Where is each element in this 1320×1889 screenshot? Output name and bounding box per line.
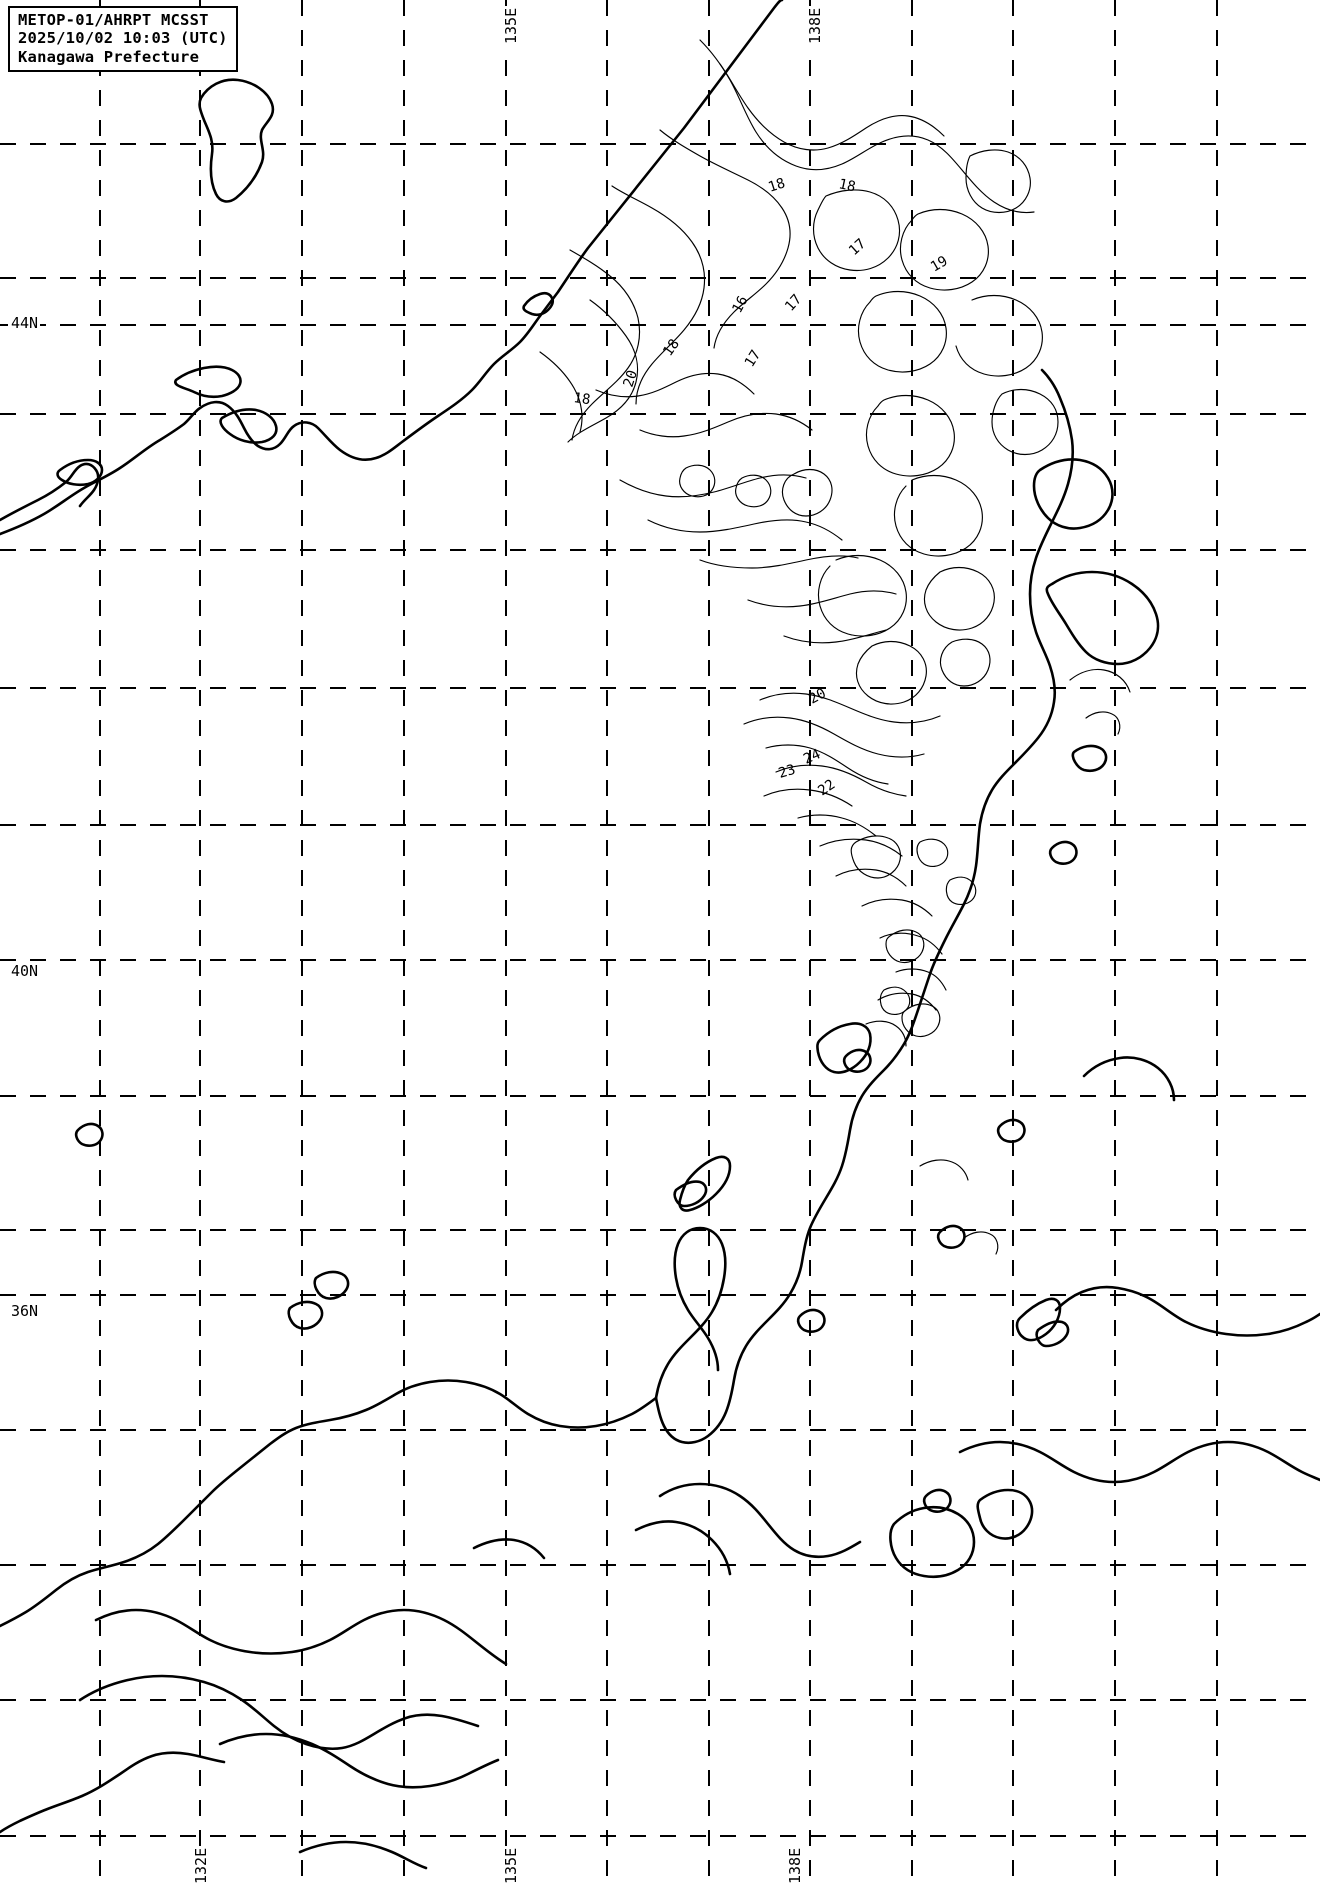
svg-text:23: 23	[777, 762, 798, 782]
title-line-product: METOP-01/AHRPT MCSST	[18, 11, 209, 29]
svg-text:22: 22	[815, 777, 838, 800]
lon-tick-135e-bottom: 135E	[502, 1845, 520, 1886]
svg-text:20: 20	[806, 685, 828, 707]
svg-text:20: 20	[621, 368, 641, 389]
lon-tick-138e-bottom: 138E	[786, 1845, 804, 1886]
lon-tick-138e-top: 138E	[806, 5, 824, 46]
lon-tick-135e-top: 135E	[502, 5, 520, 46]
title-box: METOP-01/AHRPT MCSST 2025/10/02 10:03 (U…	[8, 6, 238, 72]
title-line-timestamp: 2025/10/02 10:03 (UTC)	[18, 29, 228, 48]
contour-labels: 18 18 19 18 20 18 17 16 17 17 20 24 23 2…	[572, 175, 950, 799]
title-line-region: Kanagawa Prefecture	[18, 47, 200, 66]
svg-text:18: 18	[572, 390, 591, 408]
svg-text:16: 16	[729, 293, 751, 315]
sst-contours	[539, 39, 1131, 1255]
svg-text:17: 17	[742, 347, 765, 370]
svg-text:24: 24	[801, 746, 823, 767]
svg-text:19: 19	[928, 253, 951, 275]
lat-tick-44n: 44N	[8, 314, 41, 332]
svg-text:18: 18	[837, 176, 857, 195]
svg-text:18: 18	[660, 336, 683, 359]
lat-tick-36n: 36N	[8, 1302, 41, 1320]
lat-tick-40n: 40N	[8, 962, 41, 980]
lon-tick-132e-bottom: 132E	[192, 1845, 210, 1886]
svg-text:18: 18	[766, 175, 787, 195]
